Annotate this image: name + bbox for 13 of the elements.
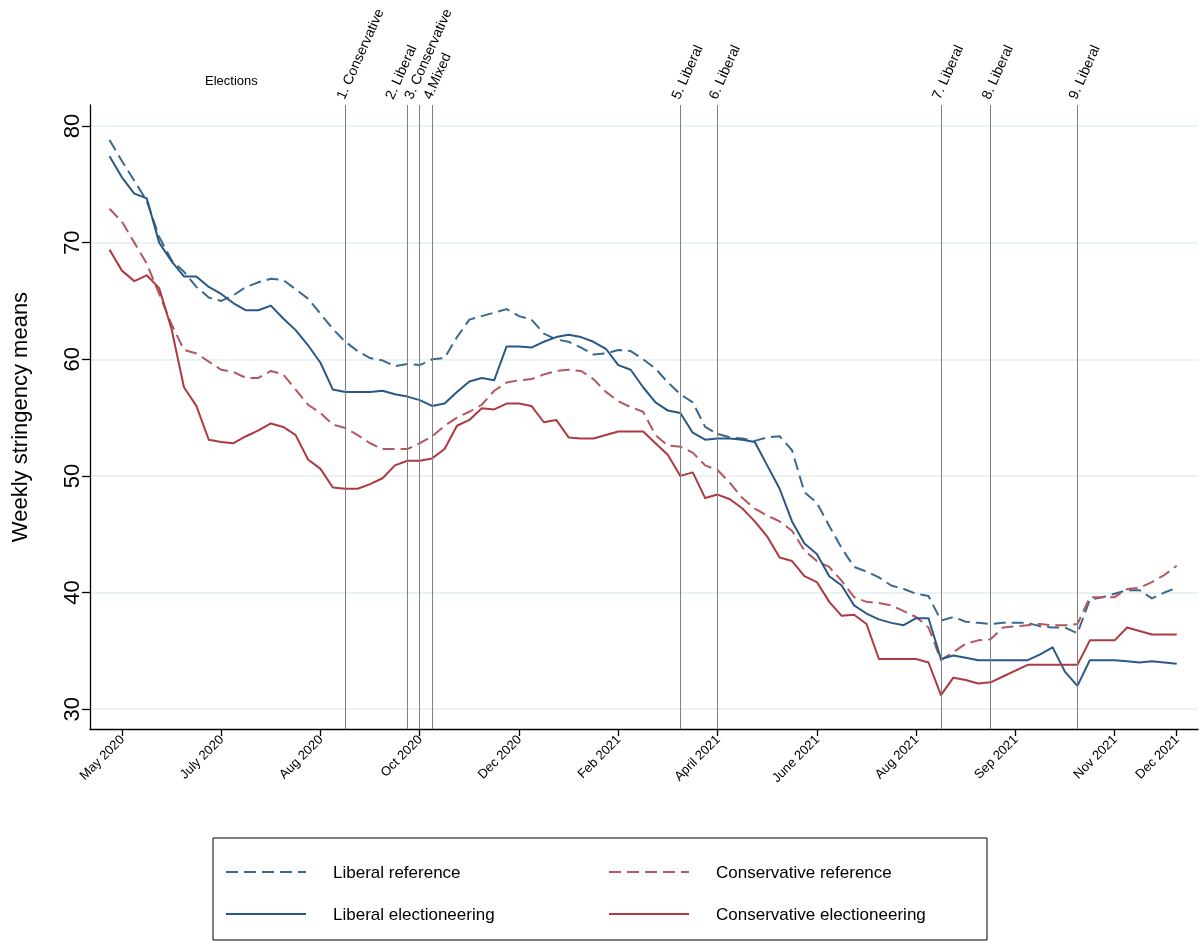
line-series bbox=[108, 248, 1178, 697]
legend-label: Conservative reference bbox=[716, 862, 892, 882]
y-tick-label: 70 bbox=[58, 230, 84, 255]
y-tick-label: 30 bbox=[58, 696, 84, 722]
y-tick-label: 60 bbox=[58, 347, 84, 372]
y-tick-label: 80 bbox=[58, 113, 84, 139]
legend-label: Conservative electioneering bbox=[716, 904, 926, 924]
legend-label: Liberal reference bbox=[333, 862, 461, 882]
text: Elections bbox=[205, 73, 259, 88]
legend-label: Liberal electioneering bbox=[333, 904, 495, 924]
y-tick-label: 40 bbox=[58, 580, 84, 605]
y-axis-title: Weekly stringency means bbox=[6, 291, 32, 543]
y-tick-label: 50 bbox=[58, 463, 84, 489]
